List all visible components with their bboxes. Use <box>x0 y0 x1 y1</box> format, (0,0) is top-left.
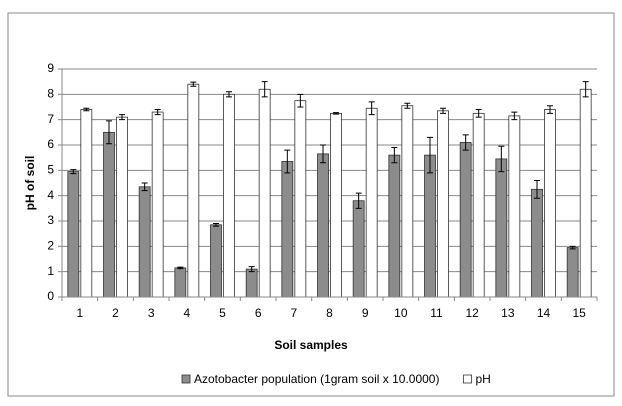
y-tick-label: 9 <box>47 61 54 75</box>
error-bar <box>70 169 77 175</box>
y-tick-label: 1 <box>47 264 54 278</box>
x-tick-label: 15 <box>572 306 586 320</box>
error-bar <box>226 91 232 98</box>
x-tick-label: 10 <box>394 306 408 320</box>
x-tick-label: 12 <box>465 306 479 320</box>
error-bar <box>213 223 219 227</box>
y-tick-label: 3 <box>47 213 54 227</box>
legend-label: Azotobacter population (1gram soil x 10.… <box>194 372 439 386</box>
error-bar <box>119 114 125 121</box>
error-bar <box>582 81 589 98</box>
error-bar <box>440 107 446 114</box>
legend-label: pH <box>475 372 490 386</box>
bar <box>210 224 222 298</box>
bar <box>495 158 508 298</box>
error-bar <box>498 145 505 173</box>
bar <box>330 112 342 298</box>
error-bar <box>297 93 304 108</box>
bar <box>531 188 543 298</box>
error-bar <box>355 192 362 209</box>
x-tick-label: 13 <box>501 306 515 320</box>
error-bar <box>569 245 576 250</box>
y-tick-label: 0 <box>47 289 54 303</box>
bar <box>352 200 365 298</box>
x-tick-label: 4 <box>183 306 190 320</box>
error-bar <box>83 107 90 112</box>
bar <box>566 247 579 298</box>
bar <box>80 109 93 298</box>
error-bar <box>141 182 148 192</box>
legend-swatch <box>463 374 472 384</box>
bar <box>258 88 271 298</box>
bar <box>388 154 401 298</box>
error-bar <box>284 149 291 174</box>
error-bar <box>547 105 553 114</box>
bar <box>459 142 472 298</box>
error-bar <box>333 112 339 115</box>
bar <box>187 83 200 298</box>
x-tick-label: 5 <box>219 306 226 320</box>
bar <box>67 171 80 298</box>
error-bar <box>404 102 411 109</box>
bar <box>401 105 414 298</box>
error-bar <box>106 120 112 145</box>
error-bar <box>475 109 482 118</box>
x-tick-label: 9 <box>362 306 369 320</box>
error-bar <box>391 147 398 164</box>
bar <box>317 153 329 298</box>
error-bar <box>462 134 469 151</box>
bar <box>245 268 258 298</box>
bar <box>281 161 294 298</box>
x-tick-label: 6 <box>255 306 262 320</box>
bar <box>579 88 592 298</box>
x-tick-label: 11 <box>430 306 443 320</box>
bar <box>223 93 235 298</box>
bar <box>151 111 164 298</box>
y-tick-label: 7 <box>47 112 54 126</box>
bar <box>116 116 128 298</box>
x-tick-label: 14 <box>537 306 551 320</box>
error-bar <box>177 266 184 270</box>
error-bar <box>534 179 540 199</box>
x-tick-label: 3 <box>148 306 155 320</box>
error-bar <box>190 81 197 87</box>
bar <box>544 109 556 298</box>
bar <box>138 186 151 298</box>
error-bar <box>154 109 161 116</box>
x-axis-label: Soil samples <box>274 338 348 352</box>
y-tick-label: 6 <box>47 137 54 151</box>
y-axis-label: pH of soil <box>23 156 37 211</box>
bar <box>103 131 115 298</box>
error-bar <box>511 111 518 121</box>
y-tick-label: 5 <box>47 163 54 177</box>
error-bar <box>261 81 268 98</box>
error-bar <box>320 144 326 164</box>
bar <box>437 110 449 298</box>
legend-swatch <box>181 374 191 384</box>
y-tick-label: 8 <box>47 87 54 101</box>
x-tick-label: 1 <box>76 306 83 320</box>
bar <box>365 107 378 298</box>
error-bar <box>427 136 433 174</box>
x-tick-label: 7 <box>290 306 297 320</box>
bar <box>174 267 187 298</box>
x-tick-label: 8 <box>326 306 333 320</box>
bar <box>472 112 485 298</box>
bar <box>424 154 436 298</box>
y-tick-label: 4 <box>47 188 54 202</box>
error-bar <box>368 101 375 116</box>
x-tick-label: 2 <box>112 306 119 320</box>
bar <box>294 100 307 298</box>
error-bar <box>248 266 255 273</box>
bar <box>508 115 521 298</box>
y-tick-label: 2 <box>47 239 54 253</box>
